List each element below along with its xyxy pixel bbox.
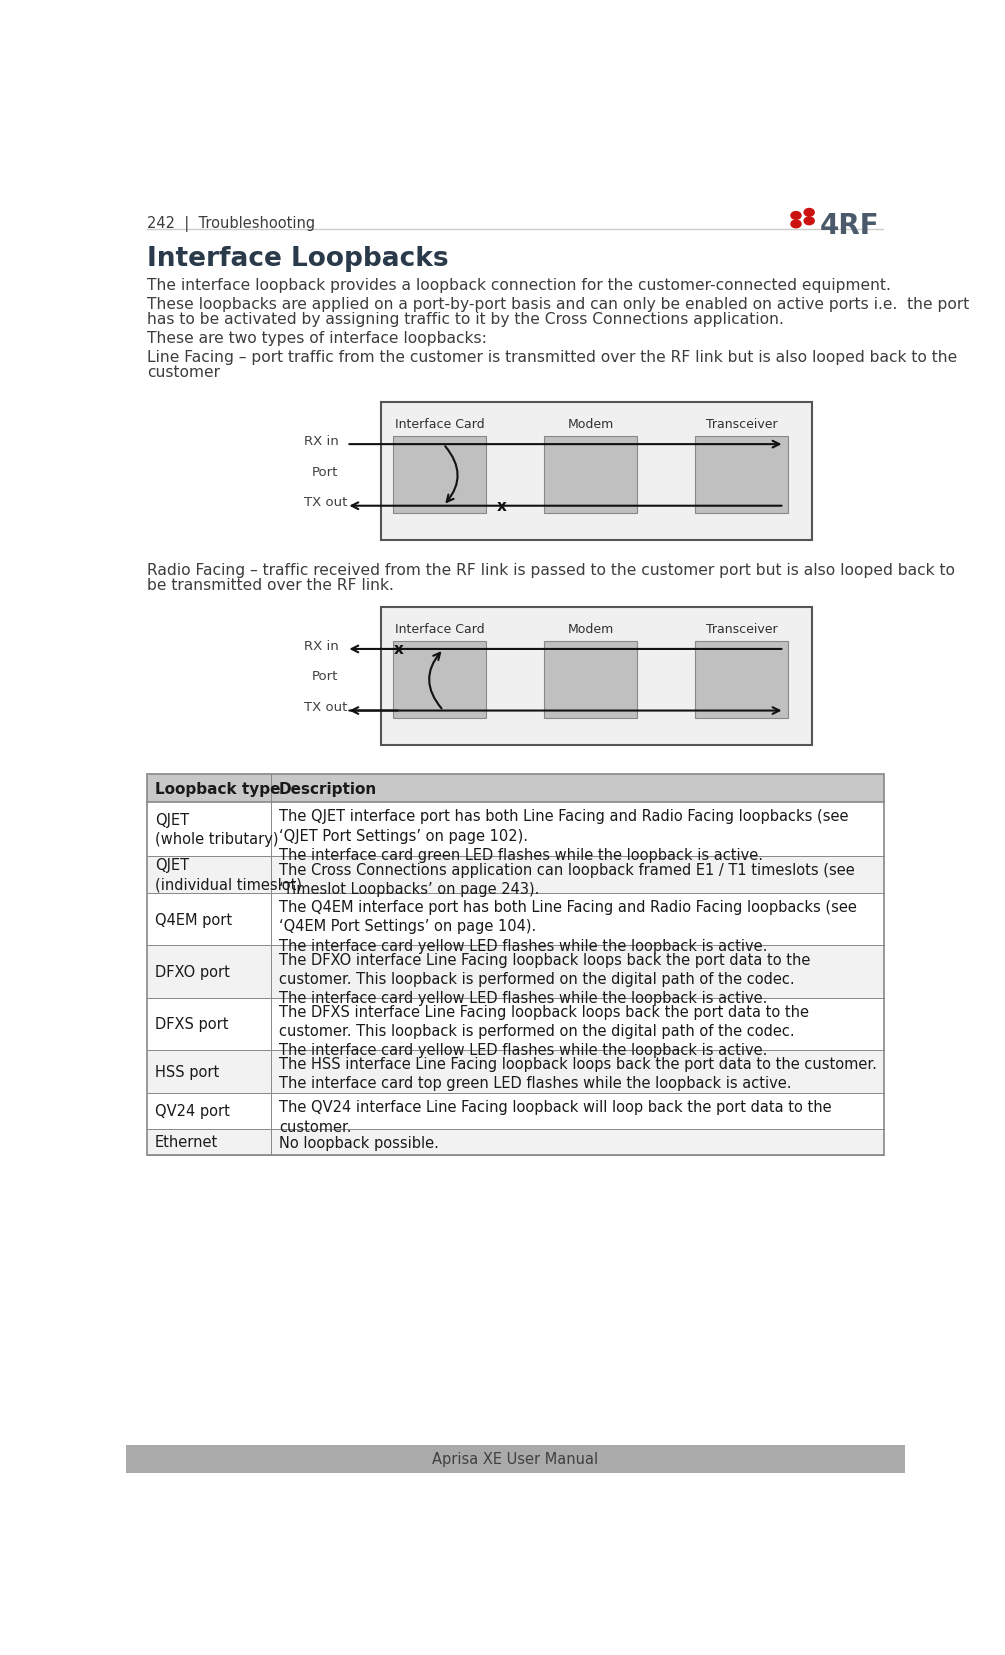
Bar — [544, 437, 637, 515]
Text: QV24 port: QV24 port — [155, 1104, 230, 1119]
Text: has to be activated by assigning traffic to it by the Cross Connections applicat: has to be activated by assigning traffic… — [148, 311, 784, 326]
Text: The interface loopback provides a loopback connection for the customer-connected: The interface loopback provides a loopba… — [148, 278, 891, 293]
Text: Ethernet: Ethernet — [155, 1135, 218, 1150]
Bar — [148, 1051, 883, 1094]
Text: Transceiver: Transceiver — [706, 622, 778, 636]
Bar — [148, 945, 883, 998]
Text: Aprisa XE User Manual: Aprisa XE User Manual — [431, 1451, 598, 1466]
Text: Interface Loopbacks: Interface Loopbacks — [148, 247, 449, 273]
Text: 4RF: 4RF — [820, 212, 879, 240]
Bar — [695, 437, 788, 515]
Bar — [148, 1129, 883, 1155]
Ellipse shape — [791, 220, 801, 228]
Text: DFXO port: DFXO port — [155, 965, 230, 980]
Bar — [544, 642, 637, 718]
Bar — [148, 1094, 883, 1129]
Bar — [148, 857, 883, 894]
Text: The QV24 interface Line Facing loopback will loop back the port data to the
cust: The QV24 interface Line Facing loopback … — [279, 1099, 832, 1134]
Text: RX in: RX in — [304, 435, 339, 447]
Text: Interface Card: Interface Card — [395, 417, 484, 430]
Text: Loopback type: Loopback type — [155, 781, 280, 796]
Text: Radio Facing – traffic received from the RF link is passed to the customer port : Radio Facing – traffic received from the… — [148, 563, 956, 578]
Text: QJET
(whole tributary): QJET (whole tributary) — [155, 813, 278, 847]
Text: Modem: Modem — [568, 622, 614, 636]
Bar — [126, 1445, 904, 1473]
Text: These are two types of interface loopbacks:: These are two types of interface loopbac… — [148, 331, 487, 346]
Text: RX in: RX in — [304, 639, 339, 652]
Text: Line Facing – port traffic from the customer is transmitted over the RF link but: Line Facing – port traffic from the cust… — [148, 351, 958, 366]
Ellipse shape — [791, 212, 801, 220]
Text: TX out: TX out — [304, 496, 348, 510]
Text: x: x — [394, 642, 404, 657]
Text: x: x — [496, 498, 507, 515]
Text: The DFXS interface Line Facing loopback loops back the port data to the
customer: The DFXS interface Line Facing loopback … — [279, 1005, 809, 1058]
Bar — [148, 775, 883, 803]
Text: HSS port: HSS port — [155, 1064, 219, 1079]
Text: The Cross Connections application can loopback framed E1 / T1 timeslots (see
‘Ti: The Cross Connections application can lo… — [279, 862, 855, 897]
Text: DFXS port: DFXS port — [155, 1016, 228, 1031]
Text: Interface Card: Interface Card — [395, 622, 484, 636]
Bar — [148, 775, 883, 1155]
Text: Modem: Modem — [568, 417, 614, 430]
Bar — [695, 642, 788, 718]
Bar — [393, 437, 486, 515]
Bar — [148, 803, 883, 857]
Text: TX out: TX out — [304, 700, 348, 713]
Text: Description: Description — [279, 781, 377, 796]
Text: QJET
(individual timeslot): QJET (individual timeslot) — [155, 857, 303, 892]
Bar — [381, 402, 811, 541]
Text: Port: Port — [312, 465, 338, 478]
Text: No loopback possible.: No loopback possible. — [279, 1135, 439, 1150]
Text: The DFXO interface Line Facing loopback loops back the port data to the
customer: The DFXO interface Line Facing loopback … — [279, 952, 810, 1005]
Bar — [148, 894, 883, 945]
Text: 242  |  Troubleshooting: 242 | Troubleshooting — [148, 215, 316, 232]
Text: The QJET interface port has both Line Facing and Radio Facing loopbacks (see
‘QJ: The QJET interface port has both Line Fa… — [279, 809, 848, 862]
Bar — [148, 998, 883, 1051]
Text: Transceiver: Transceiver — [706, 417, 778, 430]
Text: be transmitted over the RF link.: be transmitted over the RF link. — [148, 578, 394, 592]
Bar — [381, 607, 811, 746]
Bar — [393, 642, 486, 718]
Text: Q4EM port: Q4EM port — [155, 912, 232, 927]
Ellipse shape — [804, 218, 814, 225]
Ellipse shape — [804, 210, 814, 217]
Text: Port: Port — [312, 670, 338, 684]
Text: The HSS interface Line Facing loopback loops back the port data to the customer.: The HSS interface Line Facing loopback l… — [279, 1056, 877, 1091]
Text: customer: customer — [148, 364, 220, 379]
Text: These loopbacks are applied on a port-by-port basis and can only be enabled on a: These loopbacks are applied on a port-by… — [148, 298, 970, 313]
Text: The Q4EM interface port has both Line Facing and Radio Facing loopbacks (see
‘Q4: The Q4EM interface port has both Line Fa… — [279, 900, 857, 953]
